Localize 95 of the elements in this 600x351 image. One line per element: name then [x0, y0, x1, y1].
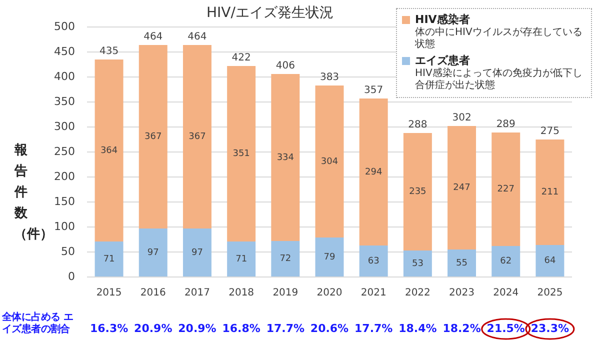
legend-label: エイズ患者	[415, 53, 470, 68]
y-tick-label: 350	[54, 94, 75, 108]
text: 16.3%	[90, 322, 128, 335]
y-tick-label: 400	[54, 70, 75, 83]
total-label: 383	[320, 72, 340, 84]
y-tick-label: 450	[54, 44, 75, 58]
text: 17.7%	[266, 322, 304, 335]
bar	[271, 241, 300, 276]
total-label: 464	[144, 32, 163, 43]
data-label: 72	[280, 254, 292, 264]
bar	[492, 132, 520, 246]
bar	[227, 242, 256, 276]
y-tick-label: 100	[54, 220, 75, 233]
y-tick-label: 500	[54, 20, 75, 33]
data-label: 79	[324, 252, 336, 262]
data-label: 97	[191, 248, 203, 258]
bar	[448, 126, 476, 250]
x-tick-label: 2019	[272, 288, 298, 299]
bar	[403, 133, 432, 250]
bar	[448, 250, 476, 276]
y-tick-label: 50	[60, 244, 75, 258]
bar	[492, 246, 520, 276]
chart-title: HIV/エイズ発生状況	[206, 4, 334, 22]
total-label: 275	[540, 126, 560, 138]
bar	[359, 98, 388, 246]
total-label: 288	[408, 120, 428, 131]
text: 18.2%	[442, 322, 481, 335]
text: 全体に占める エイズ患者の割合	[2, 312, 74, 336]
annotation: HIV感染によって体の免疫力が低下し合併症が出た状態	[415, 68, 584, 92]
data-label: 247	[453, 183, 470, 194]
data-label: 367	[144, 132, 162, 142]
text: 17.7%	[354, 322, 393, 335]
legend-label: HIV感染者	[415, 12, 470, 26]
bar	[182, 45, 212, 228]
x-tick-label: 2022	[404, 288, 430, 299]
bar	[138, 45, 168, 228]
bar	[536, 245, 564, 276]
data-label: 71	[103, 254, 115, 264]
x-tick-label: 2020	[316, 288, 342, 299]
data-label: 364	[100, 146, 118, 156]
bar	[315, 238, 344, 276]
y-tick-label: 250	[54, 144, 75, 158]
text: 16.8%	[222, 322, 260, 335]
x-tick-label: 2015	[96, 288, 122, 299]
bar	[315, 86, 344, 238]
bar	[271, 74, 300, 241]
data-label: 62	[500, 256, 512, 267]
total-label: 289	[496, 119, 516, 130]
total-label: 435	[99, 46, 119, 58]
data-label: 71	[236, 254, 248, 264]
y-axis-title: 報告件数（件）	[14, 142, 53, 244]
data-label: 351	[232, 149, 250, 160]
data-label: 334	[276, 152, 294, 163]
bar	[227, 66, 256, 242]
data-label: 367	[188, 132, 206, 142]
x-tick-label: 2018	[228, 288, 254, 299]
x-tick-label: 2025	[537, 288, 563, 299]
x-tick-label: 2024	[493, 288, 519, 299]
total-label: 357	[364, 85, 384, 96]
bar	[403, 250, 432, 276]
data-label: 211	[541, 188, 559, 198]
y-tick-label: 0	[68, 270, 75, 283]
total-label: 302	[452, 112, 472, 124]
text: 18.4%	[398, 322, 437, 335]
data-label: 294	[364, 167, 382, 178]
data-label: 235	[409, 187, 426, 198]
data-label: 64	[544, 256, 556, 266]
y-tick-label: 300	[54, 120, 75, 133]
y-tick-label: 200	[54, 170, 75, 183]
data-label: 63	[368, 256, 380, 266]
x-tick-label: 2023	[449, 288, 474, 299]
annotation: 体の中にHIVウイルスが存在している状態	[415, 27, 584, 51]
bar	[536, 140, 564, 245]
data-label: 97	[147, 248, 159, 258]
data-label: 227	[497, 184, 514, 195]
bar	[94, 242, 124, 276]
x-tick-label: 2016	[140, 288, 166, 299]
total-label: 464	[188, 32, 207, 43]
bar	[359, 246, 388, 276]
text: 21.5%	[486, 322, 525, 335]
text: 23.3%	[530, 322, 570, 335]
bar	[138, 228, 168, 276]
bar	[182, 228, 212, 276]
text: 20.6%	[310, 322, 349, 335]
total-label: 406	[276, 60, 295, 72]
data-label: 304	[320, 156, 338, 167]
total-label: 422	[232, 52, 251, 64]
y-tick-label: 150	[54, 194, 75, 208]
x-tick-label: 2017	[184, 288, 210, 299]
x-tick-label: 2021	[360, 288, 386, 299]
bar	[94, 60, 124, 242]
text: 20.9%	[134, 322, 172, 335]
text: 20.9%	[178, 322, 216, 335]
data-label: 53	[412, 258, 424, 269]
data-label: 55	[456, 258, 468, 268]
